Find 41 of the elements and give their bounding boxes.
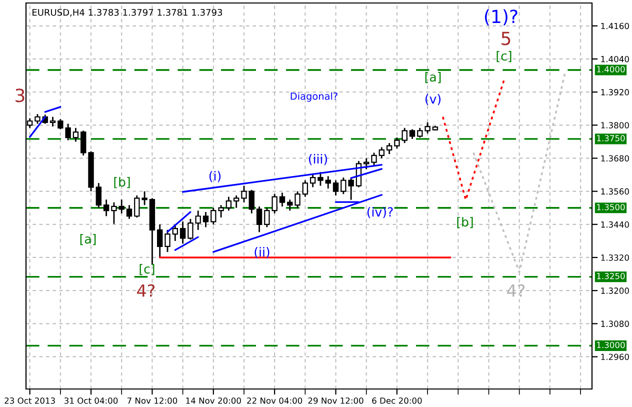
y-tick-label: 1.3680	[601, 155, 629, 162]
annotation: 4?	[507, 284, 525, 297]
annotation: [a]	[80, 234, 96, 246]
y-tick-label: 1.3200	[601, 288, 629, 294]
annotation: (i)	[209, 170, 221, 182]
y-tick-label: 1.4040	[601, 56, 629, 62]
annotation: (iv)?	[367, 206, 393, 218]
y-tick-label: 1.3920	[601, 89, 629, 96]
ref-line-label: 1.3750	[597, 135, 625, 142]
annotation: (1)?	[484, 9, 518, 26]
text: EURUSD,H4 1.3783 1.3797 1.3781 1.3793	[32, 8, 222, 17]
y-tick-label: 1.3440	[601, 221, 629, 228]
y-tick-label: 1.4160	[601, 22, 629, 30]
annotation: (v)	[426, 94, 440, 106]
y-tick-label: 1.3320	[601, 254, 629, 261]
ref-line-label: 1.3250	[597, 272, 625, 280]
annotation: [c]	[496, 50, 512, 62]
x-tick-label: 7 Nov 12:00	[127, 397, 178, 404]
y-tick-label: 1.2960	[601, 354, 629, 360]
annotation: [c]	[140, 264, 154, 276]
ref-line-label: 1.4000	[597, 66, 625, 72]
ref-line-label: 1.3000	[597, 342, 625, 348]
annotation: 4?	[137, 284, 155, 297]
x-tick-label: 6 Dec 20:00	[372, 397, 422, 404]
annotation: [b]	[114, 176, 130, 188]
text: 3	[16, 88, 24, 102]
x-tick-label: 23 Oct 2013	[4, 397, 55, 404]
x-tick-label: 22 Nov 04:00	[247, 397, 302, 404]
annotation: [a]	[425, 72, 441, 84]
x-tick-label: 29 Nov 12:00	[308, 397, 364, 404]
annotation: (iii)	[308, 154, 328, 166]
annotation: 5	[502, 32, 510, 46]
x-tick-label: 31 Oct 04:00	[64, 397, 118, 404]
ref-line-label: 1.3500	[597, 204, 625, 210]
annotation: (ii)	[254, 246, 270, 258]
y-tick-label: 1.3800	[601, 122, 629, 128]
y-tick-label: 1.3080	[601, 320, 629, 327]
annotation: [b]	[457, 216, 473, 228]
annotation: Diagonal?	[290, 92, 338, 102]
y-tick-label: 1.3560	[601, 188, 629, 195]
x-tick-label: 14 Nov 20:00	[186, 397, 241, 404]
